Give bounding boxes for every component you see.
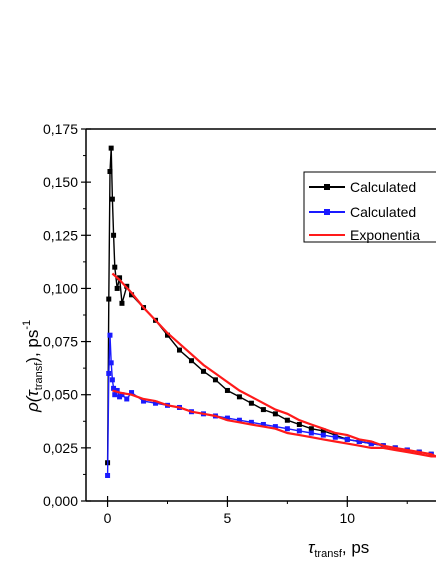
data-point	[368, 441, 374, 447]
y-tick-label: 0,050	[43, 387, 78, 403]
data-point	[108, 145, 114, 151]
x-axis-suffix: , ps	[342, 538, 369, 557]
data-point	[176, 347, 182, 353]
x-axis-symbol: τ	[308, 538, 316, 557]
data-point	[129, 292, 135, 298]
data-point	[284, 426, 290, 432]
data-point	[356, 438, 362, 444]
y-tick-label: 0,175	[43, 121, 78, 137]
legend-entry-2: Calculated	[309, 204, 416, 220]
data-point	[141, 398, 147, 404]
y-axis-superscript: -1	[21, 320, 33, 330]
x-tick-label: 0	[104, 510, 112, 526]
data-point	[236, 417, 242, 423]
data-point	[114, 387, 120, 393]
data-point	[320, 432, 326, 438]
data-point	[153, 400, 159, 406]
tick-labels: 0,000 0,025 0,050 0,075 0,100 0,125 0,150 0,175…	[43, 121, 355, 526]
legend-label-2: Calculated	[350, 204, 416, 220]
data-point	[212, 377, 218, 383]
data-point	[200, 368, 206, 374]
data-point	[109, 196, 115, 202]
series-line	[112, 389, 436, 458]
y-tick-label: 0,150	[43, 174, 78, 190]
series-3	[111, 272, 436, 458]
data-point	[117, 275, 123, 281]
y-tick-label: 0,100	[43, 280, 78, 296]
data-point	[112, 392, 118, 398]
data-point	[107, 169, 113, 175]
data-point	[248, 419, 254, 425]
series-line	[111, 272, 436, 458]
legend-entry-1: Calculated	[309, 179, 416, 195]
y-tick-label: 0,000	[43, 493, 78, 509]
data-point	[224, 415, 230, 421]
y-axis-mid: ), ps	[23, 330, 42, 363]
y-axis-title: ρ(τtransf), ps-1	[21, 320, 45, 413]
data-point	[284, 417, 290, 423]
x-axis-subscript: transf	[314, 548, 342, 560]
data-point	[111, 232, 117, 238]
data-point	[320, 428, 326, 434]
data-point	[260, 407, 266, 413]
data-point	[296, 428, 302, 434]
data-point	[332, 434, 338, 440]
svg-text:ρ(τtransf), ps-1: ρ(τtransf), ps-1	[21, 320, 45, 413]
data-point	[308, 430, 314, 436]
data-point	[248, 400, 254, 406]
data-point	[224, 387, 230, 393]
y-axis-symbol: ρ(τ	[23, 389, 42, 413]
data-point	[344, 436, 350, 442]
series-layer	[105, 145, 436, 478]
data-point	[119, 392, 125, 398]
x-axis-title: τtransf, ps	[308, 538, 369, 560]
x-tick-label: 5	[224, 510, 232, 526]
data-point	[272, 411, 278, 417]
y-axis-subscript: transf	[33, 362, 45, 390]
axes	[81, 128, 436, 507]
y-tick-label: 0,075	[43, 334, 78, 350]
data-point	[114, 285, 120, 291]
data-point	[109, 377, 115, 383]
data-point	[106, 370, 112, 376]
data-point	[107, 332, 113, 338]
data-point	[111, 385, 117, 391]
data-point	[236, 394, 242, 400]
data-point	[308, 426, 314, 432]
legend-box	[303, 171, 436, 243]
y-tick-label: 0,025	[43, 440, 78, 456]
legend-label-1: Calculated	[350, 179, 416, 195]
data-point	[124, 396, 130, 402]
data-point	[106, 296, 112, 302]
x-tick-label: 10	[340, 510, 356, 526]
data-point	[296, 421, 302, 427]
y-tick-label: 0,125	[43, 227, 78, 243]
legend-entry-3: Exponentia	[309, 227, 420, 243]
data-point	[108, 360, 114, 366]
data-point	[260, 421, 266, 427]
data-point	[105, 472, 111, 478]
svg-text:τtransf, ps: τtransf, ps	[308, 538, 369, 560]
legend: Calculated Calculated Exponentia	[303, 171, 436, 243]
data-point	[165, 332, 171, 338]
data-point	[129, 390, 135, 396]
data-point	[119, 300, 125, 306]
data-point	[112, 264, 118, 270]
legend-label-3: Exponentia	[350, 227, 420, 243]
data-point	[272, 424, 278, 430]
series-4	[112, 389, 436, 458]
data-point	[188, 358, 194, 364]
